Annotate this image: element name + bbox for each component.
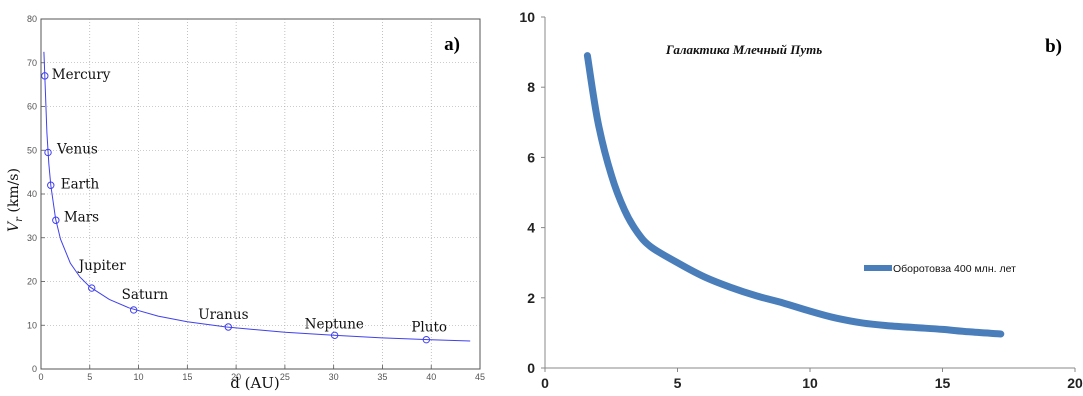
panel-b-x-tick-label: 15 bbox=[935, 375, 951, 391]
panel-b-y-tick-label: 10 bbox=[519, 9, 535, 25]
point-neptune bbox=[330, 331, 339, 340]
panel-a-x-tick-label: 45 bbox=[475, 372, 485, 382]
point-mars bbox=[52, 216, 60, 224]
panel-a-fit-curve bbox=[43, 51, 471, 342]
point-jupiter bbox=[88, 284, 96, 292]
panel-a-x-tick-label: 15 bbox=[182, 372, 192, 382]
panel-a-y-tick-label: 50 bbox=[27, 145, 37, 155]
point-label-saturn: Saturn bbox=[122, 287, 169, 303]
point-label-neptune: Neptune bbox=[305, 316, 364, 332]
panel-b-label: b) bbox=[1045, 36, 1062, 57]
panel-a-y-tick-label: 40 bbox=[27, 189, 37, 199]
point-mercury bbox=[41, 72, 49, 80]
panel-b-y-tick-label: 8 bbox=[527, 79, 535, 95]
point-label-uranus: Uranus bbox=[198, 307, 248, 323]
panel-b-legend-label: Оборотовза 400 млн. лет bbox=[893, 263, 1016, 275]
point-label-jupiter: Jupiter bbox=[77, 258, 126, 274]
panel-a-y-tick-label: 70 bbox=[27, 58, 37, 68]
panel-a-x-tick-label: 0 bbox=[38, 372, 43, 382]
panel-b-x-tick-label: 10 bbox=[802, 375, 818, 391]
panel-b-x-tick-label: 0 bbox=[541, 375, 549, 391]
panel-a-y-tick-label: 20 bbox=[27, 277, 37, 287]
point-earth bbox=[47, 181, 55, 189]
panel-a-x-axis-label: d (AU) bbox=[230, 374, 280, 392]
point-label-venus: Venus bbox=[56, 141, 98, 157]
panel-a-y-tick-label: 80 bbox=[27, 14, 37, 24]
point-label-mercury: Mercury bbox=[52, 67, 111, 83]
panel-a-x-tick-label: 25 bbox=[280, 372, 290, 382]
panel-a-y-axis-label: Vr (km/s) bbox=[6, 168, 25, 232]
panel-a-label: a) bbox=[444, 34, 460, 55]
panel-b-y-tick-label: 4 bbox=[527, 220, 535, 236]
panel-a-x-tick-label: 40 bbox=[426, 372, 436, 382]
panel-b-legend: Оборотовза 400 млн. лет bbox=[864, 263, 1016, 275]
panel-a-x-tick-label: 35 bbox=[377, 372, 387, 382]
panel-a-x-tick-label: 30 bbox=[329, 372, 339, 382]
panel-b-x-tick-label: 5 bbox=[674, 375, 682, 391]
panel-a-y-tick-label: 60 bbox=[27, 102, 37, 112]
panel-b-y-tick-label: 0 bbox=[527, 360, 535, 376]
panel-a-y-tick-label: 0 bbox=[32, 364, 37, 374]
point-label-earth: Earth bbox=[61, 176, 100, 192]
point-pluto bbox=[422, 335, 431, 344]
point-uranus bbox=[224, 323, 233, 331]
panel-a-y-tick-label: 30 bbox=[27, 233, 37, 243]
point-label-pluto: Pluto bbox=[411, 320, 447, 336]
panel-b-x-tick-label: 20 bbox=[1067, 375, 1083, 391]
point-venus bbox=[44, 148, 52, 157]
point-label-mars: Mars bbox=[64, 209, 99, 225]
panel-a-x-tick-label: 5 bbox=[87, 372, 92, 382]
panel-b-title: Галактика Млечный Путь bbox=[665, 42, 822, 57]
panel-b-y-tick-label: 2 bbox=[527, 290, 535, 306]
panel-a-x-tick-label: 10 bbox=[134, 372, 144, 382]
panel-b-series-line bbox=[583, 52, 1005, 338]
point-saturn bbox=[129, 306, 138, 314]
panel-b-y-tick-label: 6 bbox=[527, 149, 535, 165]
panel-a: 0 5 10 15 20 25 30 35 40 45 0 10 20 30 40 50 60 70 80 Merc… bbox=[6, 14, 485, 392]
panel-b: 0 5 10 15 20 0 2 4 6 8 10 Галактика Млечный Путь b… bbox=[519, 9, 1083, 391]
panel-a-y-tick-label: 10 bbox=[27, 320, 37, 330]
panel-a-x-tick-label: 20 bbox=[231, 372, 241, 382]
